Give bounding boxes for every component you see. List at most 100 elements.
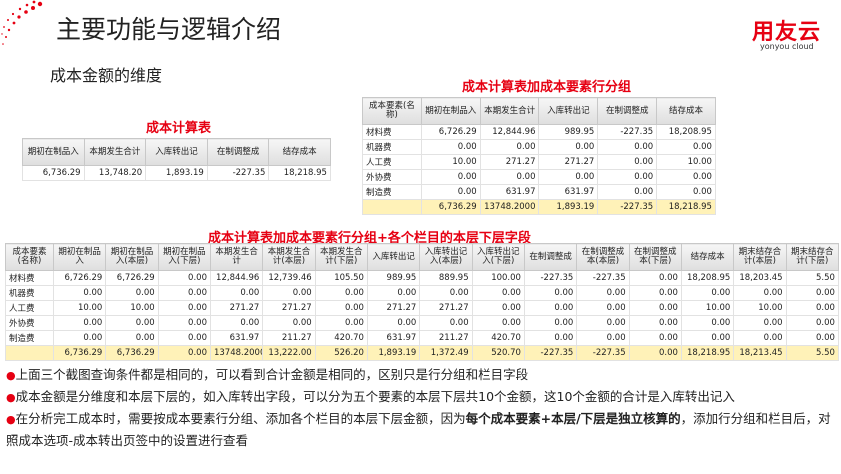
cell: 271.27: [419, 300, 473, 316]
total-row: 6,736.29 6,736.29 0.00 13748.2000 13,222.00 5…: [5, 345, 839, 361]
cell: 989.95: [366, 270, 421, 286]
column-header: 成本要素(名称): [362, 97, 422, 125]
cell: 989.95: [538, 124, 599, 140]
column-header: 在制调整成: [523, 243, 578, 271]
logo-sub: yonyou cloud: [760, 42, 814, 51]
cell: 18,203.45: [733, 270, 787, 286]
header-row: 期初在制品入 本期发生合计 入库转出记 在制调整成 结存成本: [22, 138, 331, 166]
cell: 18,208.95: [680, 270, 735, 286]
logo: 用友云: [752, 20, 822, 45]
table-caption: 成本计算表加成本要素行分组: [462, 80, 632, 95]
total-cell: 0.00: [157, 345, 211, 361]
cell: 0.00: [471, 315, 525, 331]
total-cell: 13748.2000: [209, 345, 264, 361]
cell: 0.00: [538, 169, 599, 185]
data-table: 成本要素(名称) 期初在制品入 本期发生合计 入库转出记 在制调整成 结存成本 材料费 6,7…: [362, 97, 716, 215]
total-cell: -227.35: [597, 199, 658, 215]
cell: 外协费: [5, 315, 54, 331]
total-cell: 18,218.95: [656, 199, 716, 215]
cell: 0.00: [733, 315, 787, 331]
total-cell: [5, 345, 54, 361]
note-emphasis: 每个成本要素+本层/下层是独立核算的: [465, 411, 681, 426]
column-header: 成本要素(名称): [5, 243, 54, 271]
cell: 12,844.96: [479, 124, 540, 140]
column-header: 期初在制品入: [22, 138, 85, 166]
column-header: 期末结存合计(下层): [785, 243, 839, 271]
cell: -227.35: [206, 165, 270, 181]
cell: 631.97: [366, 330, 421, 346]
cell: 0.00: [733, 330, 787, 346]
cell: 420.70: [471, 330, 525, 346]
row: 材料费 6,726.29 6,726.29 0.00 12,844.96 12,739.4…: [5, 270, 839, 286]
cell: 0.00: [576, 315, 630, 331]
cell: 0.00: [262, 285, 316, 301]
total-cell: 526.20: [314, 345, 368, 361]
cell: 0.00: [479, 169, 540, 185]
column-header: 在制调整成: [206, 138, 270, 166]
note-text: ，添加行分组和栏目后，对照成本选项-成本转出页签中的设置进行查看: [6, 411, 831, 448]
cell: 0.00: [785, 300, 839, 316]
total-cell: 0.00: [628, 345, 682, 361]
total-row: 6,736.29 13748.2000 1,893.19 -227.35 18,218.…: [362, 199, 716, 215]
total-cell: 6,736.29: [52, 345, 107, 361]
cell: 271.27: [538, 154, 599, 170]
cell: 5.50: [785, 270, 839, 286]
cell: 631.97: [479, 184, 540, 200]
column-header: 期初在制品入(下层): [157, 243, 211, 271]
cell: 0.00: [628, 315, 682, 331]
total-cell: -227.35: [576, 345, 630, 361]
cell: 10.00: [52, 300, 107, 316]
cell: 0.00: [628, 330, 682, 346]
cell: 0.00: [523, 300, 578, 316]
cell: 211.27: [419, 330, 473, 346]
cell: 0.00: [656, 169, 716, 185]
cell: -227.35: [523, 270, 578, 286]
cell: 1,893.19: [145, 165, 208, 181]
cell: 0.00: [209, 285, 264, 301]
cell: 机器费: [5, 285, 54, 301]
notes: 上面三个截图查询条件都是相同的，可以看到合计金额是相同的，区别只是行分组和栏目字…: [6, 364, 836, 451]
column-header: 本期发生合计(下层): [314, 243, 368, 271]
column-header: 在制调整成: [597, 97, 658, 125]
cell: 420.70: [314, 330, 368, 346]
column-header: 期初在制品入: [420, 97, 481, 125]
total-cell: 18,218.95: [680, 345, 735, 361]
cell: 0.00: [314, 285, 368, 301]
cell: -227.35: [597, 124, 658, 140]
cell: 13,748.20: [83, 165, 147, 181]
column-header: 结存成本: [680, 243, 735, 271]
column-header: 期末结存合计(本层): [733, 243, 787, 271]
cell: 0.00: [733, 285, 787, 301]
cell: 0.00: [597, 169, 658, 185]
cell: 0.00: [785, 330, 839, 346]
row: 材料费 6,726.29 12,844.96 989.95 -227.35 18,208.…: [362, 124, 716, 140]
column-header: 期初在制品入(本层): [105, 243, 159, 271]
cell: 0.00: [479, 139, 540, 155]
note: 上面三个截图查询条件都是相同的，可以看到合计金额是相同的，区别只是行分组和栏目字…: [6, 364, 836, 386]
cell: 0.00: [420, 139, 481, 155]
cell: 6,726.29: [105, 270, 159, 286]
cell: 12,844.96: [209, 270, 264, 286]
title: 主要功能与逻辑介绍: [56, 15, 282, 44]
cell: 外协费: [362, 169, 422, 185]
row: 人工费 10.00 10.00 0.00 271.27 271.27 0.00 271.27 2…: [5, 300, 839, 316]
cell: 0.00: [576, 285, 630, 301]
cell: 0.00: [656, 139, 716, 155]
column-header: 本期发生合计: [83, 138, 147, 166]
cell: 6,726.29: [420, 124, 481, 140]
cell: 0.00: [656, 184, 716, 200]
cell: 0.00: [366, 285, 421, 301]
cell: 0.00: [157, 330, 211, 346]
note: 成本金额是分维度和本层下层的，如入库转出字段，可以分为五个要素的本层下层共10个…: [6, 386, 836, 408]
note-text: 在分析完工成本时，需要按成本要素行分组、添加各个栏目的本层下层金额，因为: [15, 411, 466, 426]
cell: 0.00: [523, 330, 578, 346]
cell: 0.00: [105, 285, 159, 301]
column-header: 在制调整成本(下层): [628, 243, 682, 271]
cell: 10.00: [420, 154, 481, 170]
cell: 0.00: [628, 285, 682, 301]
column-header: 入库转出记: [366, 243, 421, 271]
cell: 10.00: [680, 300, 735, 316]
total-cell: 18,213.45: [733, 345, 787, 361]
cell: 0.00: [52, 330, 107, 346]
cell: 0.00: [52, 285, 107, 301]
